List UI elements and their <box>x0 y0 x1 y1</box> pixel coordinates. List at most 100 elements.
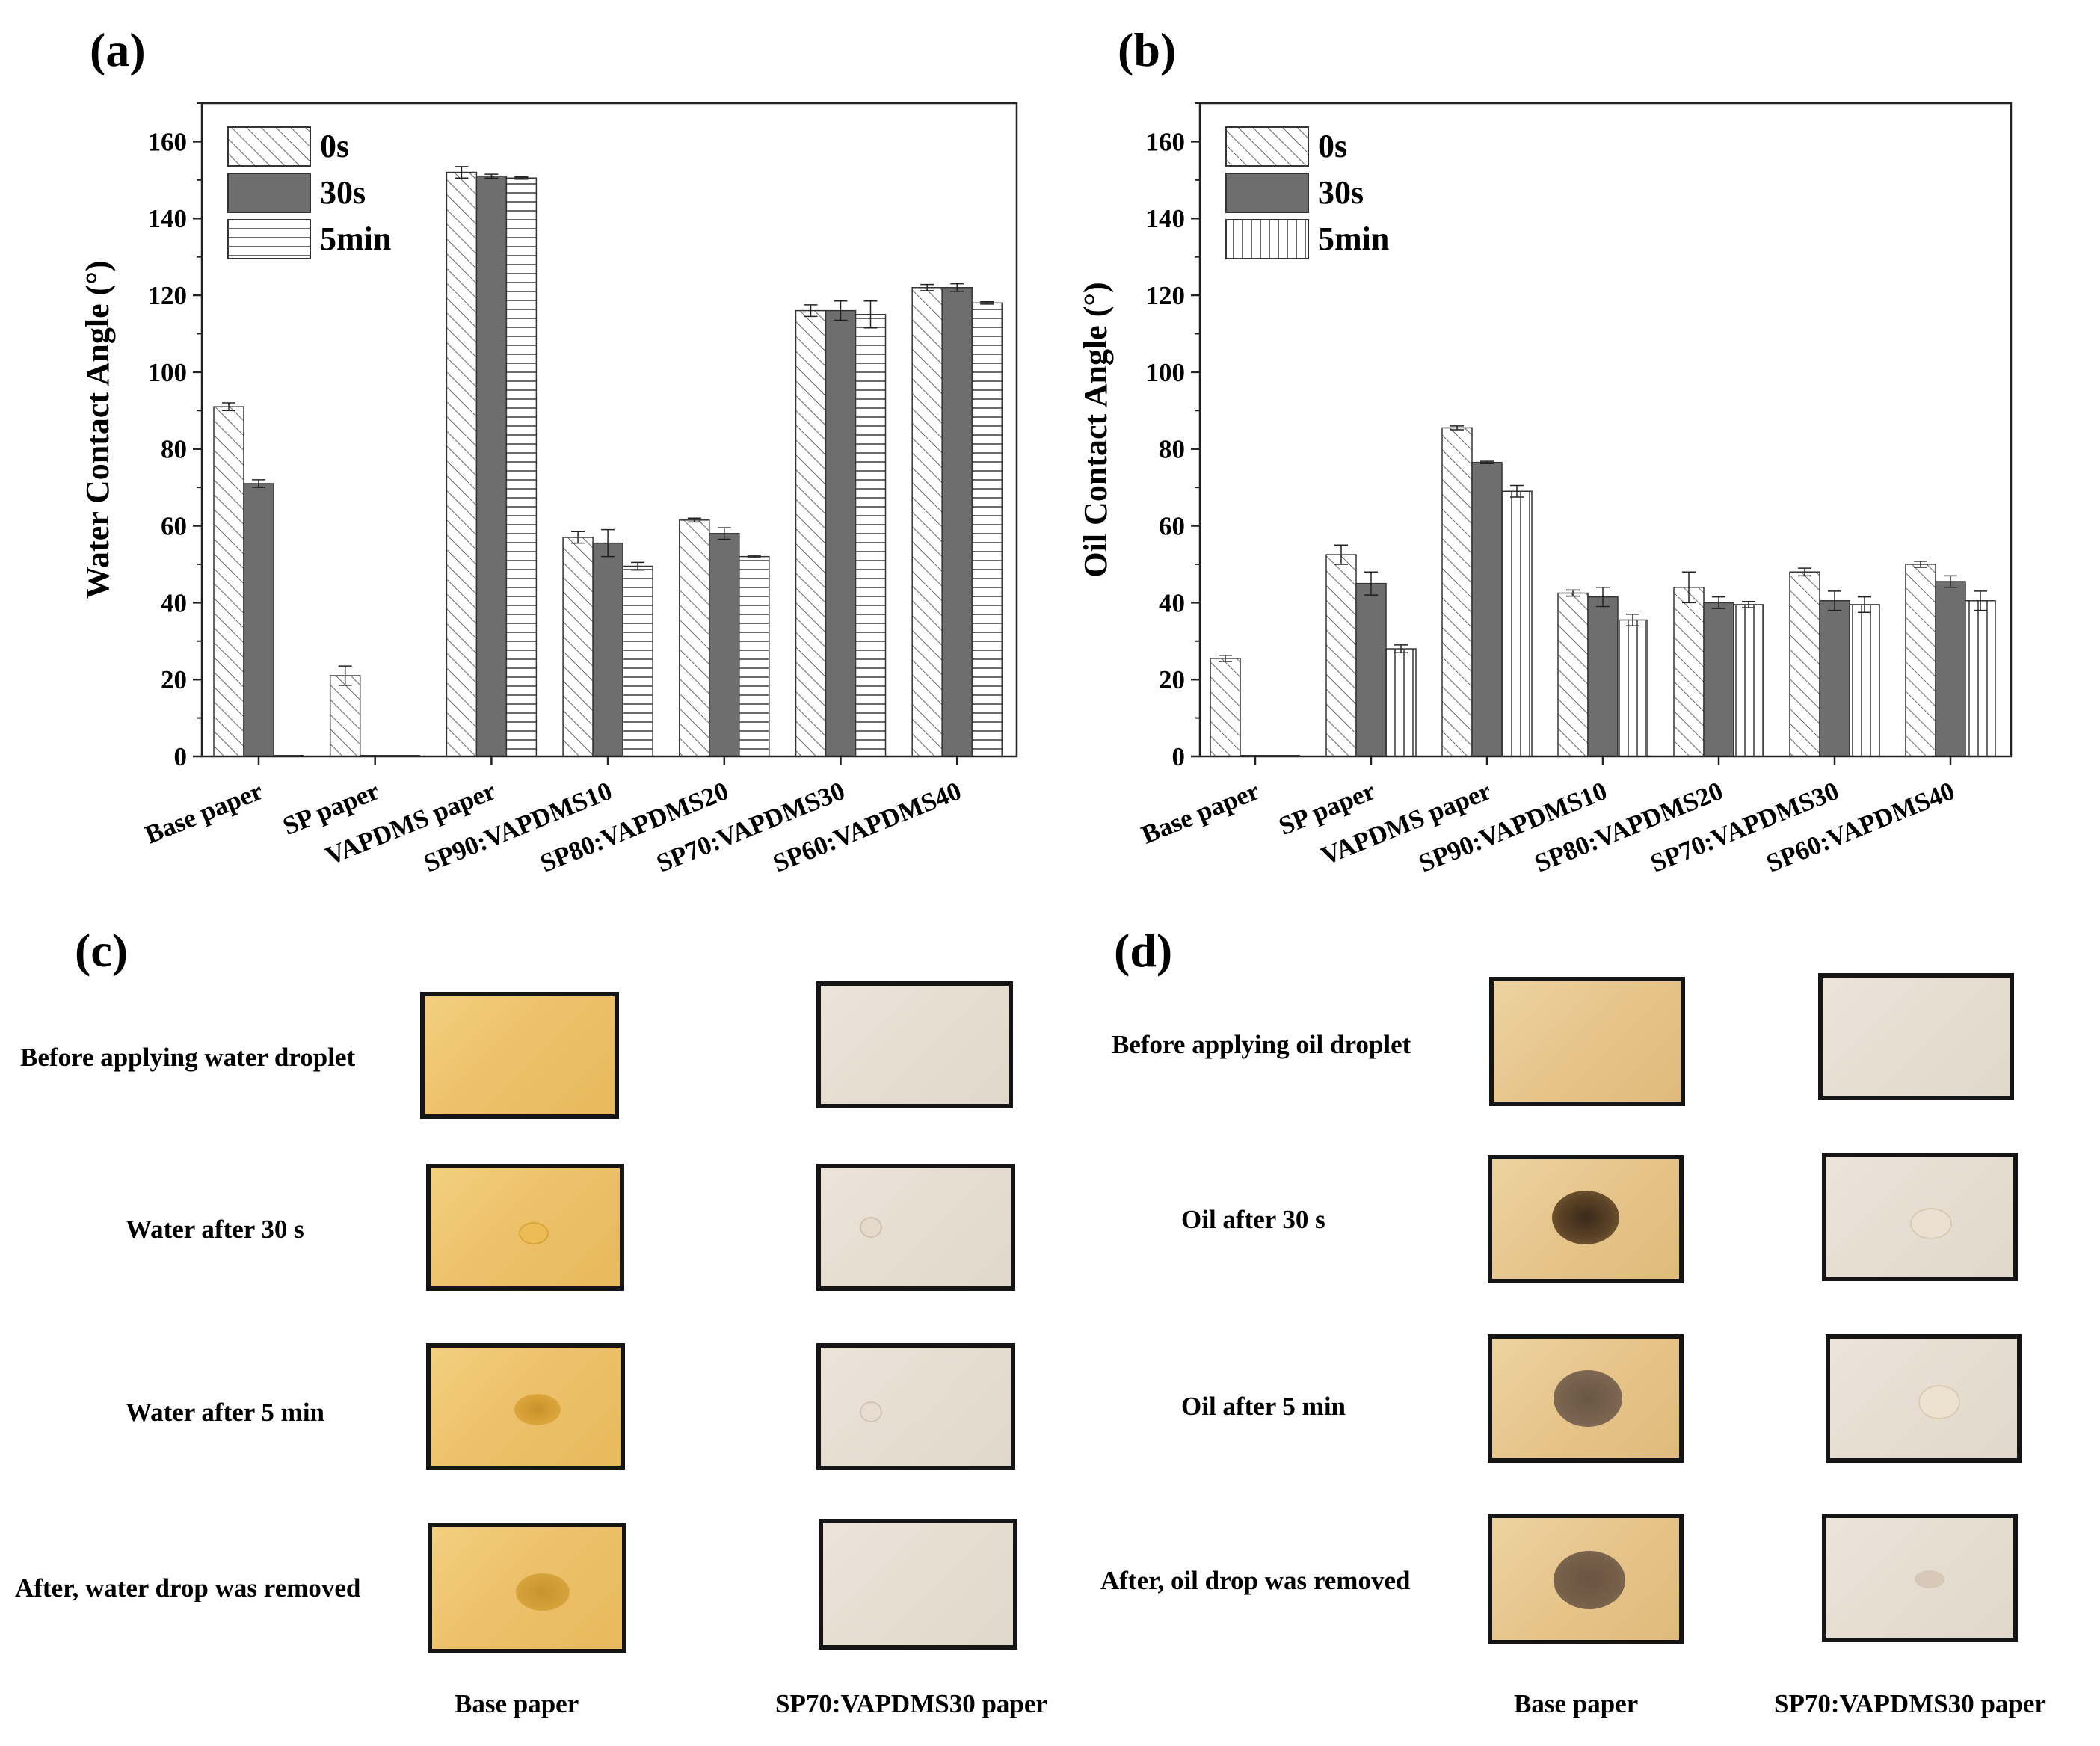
y-axis-label: Water Contact Angle (°) <box>79 260 116 599</box>
water-droplet <box>860 1217 882 1238</box>
c-row-label-1: Before applying water droplet <box>20 1043 356 1072</box>
legend-label: 30s <box>1318 174 1364 211</box>
y-tick-label: 80 <box>1159 435 1185 464</box>
x-tick-label: SP80:VAPDMS20 <box>1530 776 1727 877</box>
photo-c-base-30s <box>426 1164 624 1291</box>
c-row-label-4: After, water drop was removed <box>15 1573 361 1602</box>
d-row-label-4: After, oil drop was removed <box>1100 1566 1411 1595</box>
bar <box>1617 619 1648 757</box>
bar <box>1819 600 1850 757</box>
panel-label-b: (b) <box>1118 23 1177 76</box>
bar <box>971 302 1003 757</box>
legend-label: 5min <box>1318 220 1389 257</box>
y-tick-label: 100 <box>148 358 188 387</box>
y-tick-label: 140 <box>1146 204 1186 233</box>
bar <box>562 537 594 757</box>
d-row-label-2: Oil after 30 s <box>1181 1205 1325 1234</box>
bar <box>1733 604 1764 757</box>
bar <box>1905 564 1936 757</box>
photo-d-treated-before <box>1818 973 2014 1100</box>
y-tick-label: 0 <box>1172 742 1186 771</box>
bar <box>1965 600 1996 757</box>
d-col-label-treated: SP70:VAPDMS30 paper <box>1774 1689 2046 1718</box>
y-tick-label: 140 <box>148 204 188 233</box>
water-stain <box>514 1394 561 1425</box>
y-tick-label: 20 <box>1159 665 1185 694</box>
y-tick-label: 20 <box>161 665 187 694</box>
panel-label-a: (a) <box>90 23 146 76</box>
photo-d-base-removed <box>1488 1514 1684 1644</box>
oil-droplet <box>1918 1385 1960 1419</box>
photo-c-treated-30s <box>816 1164 1015 1291</box>
oil-residue <box>1915 1570 1944 1588</box>
bar <box>855 314 887 757</box>
panel-label-c: (c) <box>75 924 129 977</box>
bar <box>941 287 973 757</box>
bar <box>1441 427 1473 757</box>
bar <box>679 519 710 757</box>
legend-label: 0s <box>1318 128 1347 164</box>
photo-d-base-before <box>1489 977 1685 1106</box>
bar <box>1703 602 1734 757</box>
bar <box>1210 658 1241 757</box>
bar <box>475 175 508 757</box>
x-tick-label: Base paper <box>141 776 267 849</box>
photo-c-treated-5min <box>816 1343 1015 1470</box>
photo-d-base-30s <box>1488 1155 1684 1283</box>
y-tick-label: 40 <box>1159 588 1185 617</box>
oil-stain <box>1552 1191 1619 1244</box>
y-tick-label: 100 <box>1146 358 1186 387</box>
x-tick-label: SP60:VAPDMS40 <box>1762 776 1959 877</box>
legend-label: 30s <box>320 174 366 211</box>
photo-c-treated-removed <box>819 1519 1017 1650</box>
c-row-label-2: Water after 30 s <box>126 1215 304 1244</box>
d-row-label-1: Before applying oil droplet <box>1112 1030 1411 1059</box>
bar <box>709 533 740 757</box>
legend-swatch <box>227 173 311 213</box>
oil-stain <box>1554 1551 1625 1609</box>
legend-swatch <box>227 126 311 167</box>
bar <box>1325 554 1357 757</box>
plot-frame <box>1198 102 2013 758</box>
bar <box>213 406 244 757</box>
y-tick-label: 60 <box>161 512 187 541</box>
legend-swatch <box>1225 173 1309 213</box>
photo-d-treated-5min <box>1826 1334 2022 1463</box>
photo-c-base-before <box>420 992 619 1119</box>
photo-d-base-5min <box>1488 1334 1684 1463</box>
legend-swatch <box>1225 219 1309 259</box>
photo-d-treated-removed <box>1822 1514 2018 1642</box>
y-tick-label: 0 <box>174 742 188 771</box>
bar <box>795 309 827 757</box>
bar <box>825 309 857 757</box>
water-droplet <box>519 1222 549 1244</box>
d-row-label-3: Oil after 5 min <box>1181 1392 1346 1421</box>
bar <box>1673 587 1705 757</box>
legend-swatch <box>1225 126 1309 167</box>
bar <box>1501 490 1533 757</box>
y-tick-label: 60 <box>1159 512 1185 541</box>
c-col-label-base: Base paper <box>455 1689 579 1718</box>
water-stain <box>516 1573 570 1611</box>
bar <box>622 565 653 757</box>
oil-droplet <box>1910 1208 1952 1239</box>
x-tick-label: Base paper <box>1137 776 1263 849</box>
bar <box>739 555 770 757</box>
y-tick-label: 160 <box>1146 127 1186 156</box>
bar <box>1557 592 1589 757</box>
y-tick-label: 160 <box>148 127 188 156</box>
y-tick-label: 80 <box>161 435 187 464</box>
y-tick-label: 120 <box>148 281 188 310</box>
bar <box>1385 648 1417 757</box>
bar <box>446 171 478 757</box>
photo-d-treated-30s <box>1822 1153 2018 1281</box>
bar <box>1849 604 1880 757</box>
y-axis-label: Oil Contact Angle (°) <box>1077 282 1114 577</box>
legend-label: 5min <box>320 220 391 257</box>
bar <box>1935 581 1966 757</box>
bar <box>329 675 361 757</box>
bar <box>243 483 274 757</box>
x-tick-label: SP90:VAPDMS10 <box>1414 776 1611 877</box>
